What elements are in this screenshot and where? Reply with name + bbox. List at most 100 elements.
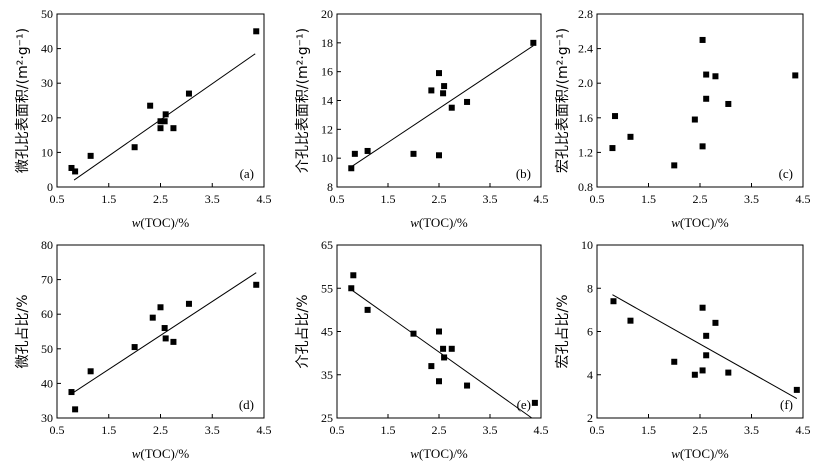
y-axis-label: 介孔比表面积/(m²·g⁻¹): [295, 28, 311, 173]
y-axis-label: 宏孔占比/%: [555, 294, 571, 368]
y-tick-label: 2.0: [578, 76, 593, 90]
data-point: [161, 325, 168, 332]
y-tick-label: 14: [321, 94, 333, 108]
plot-frame: [56, 13, 265, 188]
data-point: [350, 272, 357, 279]
data-point: [87, 152, 94, 159]
panel-label: (f): [780, 397, 793, 412]
y-tick-label: 50: [41, 7, 53, 21]
data-point: [703, 71, 710, 78]
data-point: [348, 285, 355, 292]
data-point: [703, 352, 710, 359]
x-tick-label: 3.5: [205, 192, 220, 206]
x-tick-label: 0.5: [330, 423, 345, 437]
x-tick-label: 0.5: [590, 423, 605, 437]
y-tick-label: 80: [41, 238, 53, 252]
data-point: [530, 39, 537, 46]
x-tick-label: 1.5: [381, 423, 396, 437]
y-tick-label: 1.6: [578, 111, 593, 125]
x-axis-label-unit: (TOC)/%: [419, 446, 468, 461]
data-point: [428, 87, 435, 94]
x-tick-label: 3.5: [483, 423, 498, 437]
y-axis-label: 介孔占比/%: [295, 294, 311, 368]
y-tick-label: 16: [321, 65, 333, 79]
data-point: [609, 145, 616, 152]
data-point: [436, 152, 442, 159]
y-tick-label: 25: [321, 411, 333, 425]
data-point: [671, 358, 678, 365]
x-axis-label-unit: (TOC)/%: [680, 446, 729, 461]
x-tick-label: 4.5: [534, 423, 549, 437]
data-point: [170, 338, 177, 345]
data-point: [162, 111, 169, 118]
x-tick-label: 2.5: [432, 423, 447, 437]
data-point: [699, 143, 706, 150]
data-point: [72, 168, 79, 175]
y-tick-label: 20: [41, 111, 53, 125]
data-point: [792, 72, 799, 79]
panel-b: 0.5 1.5 2.5 3.5 4.5 8 10 12 14 16 18 20 (b) w(TOC)/% 介…: [295, 7, 549, 230]
y-tick-label: 70: [41, 273, 53, 287]
data-point: [703, 332, 710, 339]
data-point: [149, 314, 156, 321]
panel-label: (d): [239, 397, 254, 412]
data-point: [699, 304, 706, 311]
data-point: [161, 118, 168, 125]
y-tick-label: 45: [321, 325, 333, 339]
data-point: [364, 147, 371, 154]
x-axis-label-unit: (TOC)/%: [140, 215, 189, 230]
data-point: [612, 113, 619, 120]
data-point: [712, 73, 719, 80]
y-tick-label: 30: [41, 411, 53, 425]
y-tick-label: 35: [321, 368, 333, 382]
x-tick-label: 1.5: [101, 423, 116, 437]
data-point: [691, 116, 698, 123]
data-point: [87, 368, 94, 375]
y-tick-label: 30: [41, 76, 53, 90]
y-tick-label: 8: [587, 281, 593, 295]
x-tick-label: 1.5: [641, 192, 656, 206]
x-tick-label: 2.5: [153, 423, 168, 437]
data-point: [185, 90, 192, 97]
x-tick-label: 1.5: [641, 423, 656, 437]
data-point: [712, 319, 719, 326]
panel-f: 0.5 1.5 2.5 3.5 4.5 2 4 6 8 10 (f) w(TOC)/% 宏孔占比/%: [555, 238, 811, 461]
y-axis-label: 宏孔比表面积/(m²·g⁻¹): [555, 28, 571, 173]
data-point: [464, 98, 471, 105]
panel-label: (b): [516, 166, 531, 181]
y-tick-label: 40: [41, 42, 53, 56]
data-point: [364, 306, 371, 313]
x-tick-label: 4.5: [796, 192, 811, 206]
x-axis-label: w(TOC)/%: [132, 215, 190, 230]
y-axis-label: 微孔占比/%: [15, 294, 31, 368]
data-point: [627, 317, 634, 324]
x-tick-label: 0.5: [50, 192, 65, 206]
data-point: [162, 335, 169, 342]
y-tick-label: 12: [321, 122, 333, 136]
x-tick-label: 0.5: [50, 423, 65, 437]
data-point: [610, 298, 617, 305]
data-point: [440, 345, 447, 352]
x-axis-label-variable: w: [410, 215, 419, 230]
trend-line: [73, 53, 256, 181]
y-tick-label: 1.2: [578, 145, 593, 159]
plot-frame: [336, 13, 542, 188]
data-point: [699, 367, 706, 374]
plot-frame: [56, 244, 265, 419]
data-point: [448, 104, 455, 111]
y-axis-label: 微孔比表面积/(m²·g⁻¹): [15, 28, 31, 173]
data-point: [348, 165, 355, 172]
data-point: [410, 150, 417, 157]
data-point: [436, 70, 442, 77]
x-axis-label: w(TOC)/%: [410, 215, 468, 230]
data-point: [436, 328, 442, 335]
x-tick-label: 3.5: [483, 192, 498, 206]
x-axis-label-variable: w: [132, 446, 141, 461]
panel-label: (a): [240, 166, 254, 181]
data-point: [725, 100, 732, 107]
y-tick-label: 10: [41, 145, 53, 159]
x-tick-label: 4.5: [257, 192, 272, 206]
x-axis-label: w(TOC)/%: [410, 446, 468, 461]
data-point: [671, 162, 678, 169]
